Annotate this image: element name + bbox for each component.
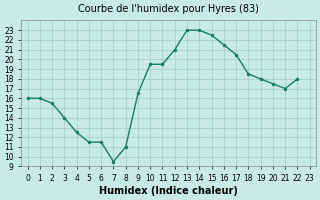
X-axis label: Humidex (Indice chaleur): Humidex (Indice chaleur) [99,186,238,196]
Title: Courbe de l'humidex pour Hyres (83): Courbe de l'humidex pour Hyres (83) [78,4,259,14]
